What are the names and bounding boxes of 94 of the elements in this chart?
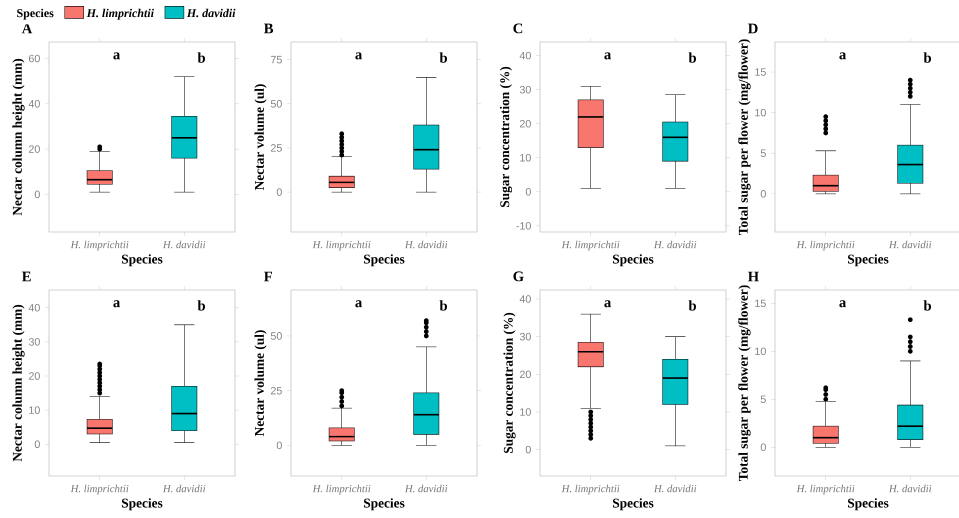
x-axis-title: Species xyxy=(612,254,654,266)
y-tick-label: 60 xyxy=(28,54,40,62)
x-tick-label: H. limprichtii xyxy=(70,484,128,494)
annotation: a xyxy=(113,52,120,60)
annotation: b xyxy=(924,300,931,311)
x-tick-label: H. limprichtii xyxy=(562,240,620,250)
chart-title: H xyxy=(748,272,759,282)
x-tick-label: H. limprichtii xyxy=(796,240,854,250)
legend-title: Species xyxy=(17,8,54,20)
x-axis-title: Species xyxy=(364,498,404,510)
x-tick-label: H. davidii xyxy=(888,240,932,248)
y-tick-label: 30 xyxy=(520,86,531,94)
y-tick-label: 50 xyxy=(270,100,282,108)
y-axis-title: Nectar volume (ul) xyxy=(254,330,267,436)
annotation: b xyxy=(688,300,696,311)
y-axis-title: Sugar concentration (%) xyxy=(503,312,516,454)
y-tick-label: 0 xyxy=(526,446,531,454)
y-tick-label: 5 xyxy=(760,150,766,157)
annotation: a xyxy=(355,52,362,60)
y-tick-label: 20 xyxy=(28,145,40,153)
x-tick-label: H. limprichtii xyxy=(796,484,854,494)
annotation: a xyxy=(604,52,612,60)
chart-title: D xyxy=(748,24,758,34)
annotation: a xyxy=(604,300,612,308)
y-tick-label: 0 xyxy=(526,188,531,196)
y-axis-title: Nectar column height (mm) xyxy=(12,58,25,216)
x-axis-title: Species xyxy=(612,498,654,510)
chart-title: F xyxy=(264,272,272,282)
y-tick-label: 20 xyxy=(28,372,40,380)
chart-title: E xyxy=(22,272,31,282)
x-axis-title: Species xyxy=(122,498,162,510)
x-axis-title: Species xyxy=(848,254,888,266)
x-tick-label: H. limprichtii xyxy=(70,240,128,250)
y-tick-label: 15 xyxy=(755,68,766,76)
annotation: b xyxy=(688,52,696,63)
chart-title: A xyxy=(22,24,32,34)
y-tick-label: 20 xyxy=(520,370,531,378)
x-tick-label: H. davidii xyxy=(162,240,206,248)
x-tick-label: H. davidii xyxy=(654,240,696,248)
x-axis-title: Species xyxy=(848,498,888,510)
x-tick-label: H. limprichtii xyxy=(312,484,370,494)
y-tick-label: 10 xyxy=(755,108,766,116)
y-tick-label: -10 xyxy=(516,222,531,230)
annotation: a xyxy=(839,52,846,60)
y-axis-title: Nectar volume (ul) xyxy=(254,84,267,190)
x-tick-label: H. davidii xyxy=(404,484,448,492)
y-tick-label: 40 xyxy=(28,304,40,312)
y-tick-label: 10 xyxy=(29,406,40,414)
y-tick-label: 0 xyxy=(34,440,40,448)
annotation: a xyxy=(355,300,362,308)
y-tick-label: 30 xyxy=(520,332,531,340)
annotation: b xyxy=(924,52,931,63)
annotation: a xyxy=(839,300,846,308)
legend-label: H. limprichtii xyxy=(86,8,154,20)
x-axis-title: Species xyxy=(364,254,404,266)
y-tick-label: 10 xyxy=(520,154,531,162)
chart-title: C xyxy=(513,23,522,34)
y-axis-title: Total sugar per flower (mg/flower) xyxy=(738,285,751,482)
y-tick-label: 5 xyxy=(760,396,766,404)
y-tick-label: 0 xyxy=(760,443,766,452)
y-axis-title: Sugar concentration (%) xyxy=(500,66,512,208)
x-tick-label: H. davidii xyxy=(888,484,932,492)
y-tick-label: 0 xyxy=(34,190,40,198)
y-tick-label: 75 xyxy=(270,56,282,64)
y-tick-label: 10 xyxy=(755,348,766,356)
annotation: a xyxy=(113,300,120,308)
y-tick-label: 40 xyxy=(520,52,531,60)
chart-title: B xyxy=(264,24,274,34)
y-tick-label: 20 xyxy=(520,120,531,128)
x-tick-label: H. davidii xyxy=(162,484,206,492)
annotation: b xyxy=(440,300,447,311)
x-tick-label: H. davidii xyxy=(404,240,448,248)
annotation: b xyxy=(198,300,205,311)
y-tick-label: 25 xyxy=(270,144,282,152)
y-tick-label: 0 xyxy=(276,442,282,450)
x-tick-label: H. limprichtii xyxy=(312,240,370,250)
y-tick-label: 40 xyxy=(520,295,531,303)
y-axis-title: Total sugar per flower (mg/flower) xyxy=(738,39,751,236)
chart-title: G xyxy=(513,271,524,282)
y-axis-title: Nectar column height (mm) xyxy=(12,304,25,462)
x-axis-title: Species xyxy=(122,254,162,266)
y-tick-label: 25 xyxy=(270,386,282,394)
y-tick-label: 15 xyxy=(755,300,766,308)
y-tick-label: 30 xyxy=(28,338,40,346)
y-tick-label: 40 xyxy=(28,100,40,108)
y-tick-label: 50 xyxy=(270,332,282,340)
y-tick-label: 0 xyxy=(276,188,282,196)
y-tick-label: 10 xyxy=(520,408,531,416)
y-tick-label: 0 xyxy=(760,190,766,198)
x-tick-label: H. limprichtii xyxy=(562,484,620,494)
annotation: b xyxy=(440,52,447,63)
x-tick-label: H. davidii xyxy=(654,484,696,492)
annotation: b xyxy=(198,52,205,63)
legend-label: H. davidii xyxy=(186,8,236,18)
